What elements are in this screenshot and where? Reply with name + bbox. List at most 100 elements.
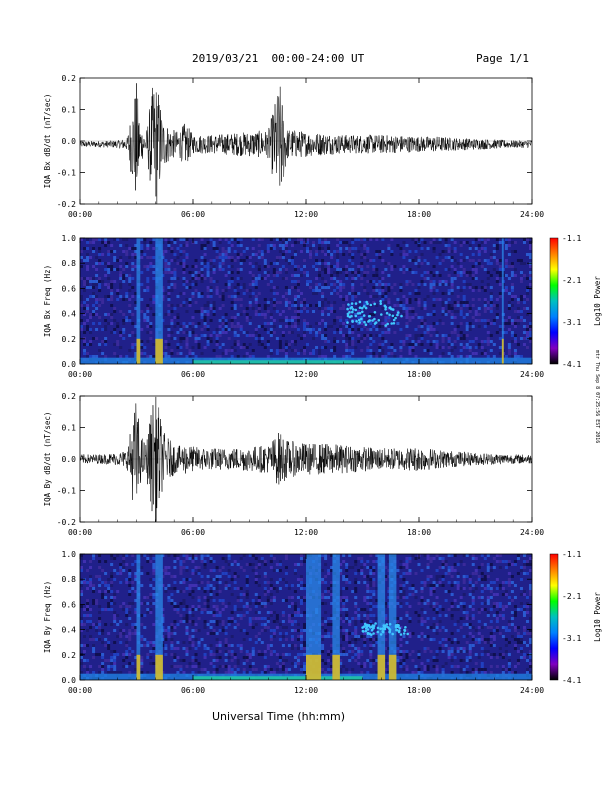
heatmap-cell	[456, 563, 460, 566]
heatmap-cell	[360, 608, 364, 611]
heatmap-cell	[405, 572, 409, 575]
heatmap-cell	[89, 277, 93, 280]
heatmap-cell	[251, 280, 255, 283]
heatmap-cell	[290, 319, 294, 322]
heatmap-cell	[254, 328, 258, 331]
heatmap-cell	[179, 572, 183, 575]
heatmap-cell	[185, 355, 189, 358]
heatmap-cell	[438, 262, 442, 265]
heatmap-cell	[302, 623, 306, 626]
heatmap-cell	[140, 554, 144, 557]
heatmap-cell	[299, 274, 303, 277]
heatmap-cell	[191, 608, 195, 611]
heatmap-cell	[293, 665, 297, 668]
heatmap-cell	[522, 274, 526, 277]
heatmap-cell	[131, 554, 135, 557]
heatmap-cell	[233, 572, 237, 575]
heatmap-cell	[206, 587, 210, 590]
heatmap-cell	[345, 596, 349, 599]
heatmap-cell	[269, 289, 273, 292]
heatmap-cell	[134, 623, 138, 626]
heatmap-cell	[296, 319, 300, 322]
heatmap-cell	[248, 262, 252, 265]
heatmap-cell	[92, 602, 96, 605]
heatmap-cell	[477, 608, 481, 611]
heatmap-cell	[215, 578, 219, 581]
heatmap-cell	[336, 238, 340, 241]
heatmap-cell	[101, 298, 105, 301]
heatmap-cell	[224, 632, 228, 635]
heatmap-cell	[128, 584, 132, 587]
heatmap-cell	[408, 620, 412, 623]
heatmap-cell	[134, 632, 138, 635]
heatmap-cell	[366, 238, 370, 241]
heatmap-cell	[269, 578, 273, 581]
heatmap-cell	[221, 572, 225, 575]
heatmap-cell	[519, 578, 523, 581]
heatmap-cell	[513, 322, 517, 325]
heatmap-cell	[420, 569, 424, 572]
heatmap-cell	[293, 268, 297, 271]
heatmap-cell	[182, 325, 186, 328]
heatmap-cell	[480, 626, 484, 629]
heatmap-feature-dot	[385, 311, 389, 315]
heatmap-cell	[405, 650, 409, 653]
heatmap-cell	[167, 566, 171, 569]
heatmap-cell	[110, 554, 114, 557]
heatmap-cell	[194, 638, 198, 641]
y-tick-label: 0.2	[62, 392, 77, 401]
heatmap-cell	[209, 289, 213, 292]
heatmap-cell	[140, 238, 144, 241]
heatmap-cell	[95, 307, 99, 310]
heatmap-cell	[143, 638, 147, 641]
heatmap-cell	[110, 596, 114, 599]
heatmap-cell	[486, 653, 490, 656]
heatmap-cell	[122, 557, 126, 560]
heatmap-cell	[477, 313, 481, 316]
heatmap-cell	[197, 274, 201, 277]
heatmap-cell	[98, 250, 102, 253]
page-title: 2019/03/21 00:00-24:00 UT	[192, 52, 365, 65]
heatmap-cell	[197, 346, 201, 349]
heatmap-cell	[345, 611, 349, 614]
heatmap-cell	[278, 313, 282, 316]
heatmap-cell	[318, 274, 322, 277]
heatmap-feature-dot	[371, 319, 374, 322]
heatmap-cell	[299, 644, 303, 647]
heatmap-cell	[366, 259, 370, 262]
heatmap-cell	[227, 349, 231, 352]
heatmap-cell	[272, 557, 276, 560]
heatmap-cell	[182, 283, 186, 286]
heatmap-cell	[278, 301, 282, 304]
heatmap-cell	[221, 328, 225, 331]
heatmap-cell	[296, 662, 300, 665]
heatmap-cell	[212, 671, 216, 674]
heatmap-cell	[336, 340, 340, 343]
heatmap-cell	[269, 584, 273, 587]
heatmap-cell	[363, 247, 367, 250]
heatmap-cell	[525, 671, 529, 674]
heatmap-cell	[420, 319, 424, 322]
heatmap-cell	[504, 629, 508, 632]
heatmap-cell	[167, 265, 171, 268]
heatmap-cell	[447, 554, 451, 557]
heatmap-cell	[83, 635, 87, 638]
heatmap-cell	[408, 572, 412, 575]
heatmap-cell	[357, 310, 361, 313]
heatmap-cell	[306, 328, 310, 331]
heatmap-cell	[101, 662, 105, 665]
heatmap-cell	[272, 611, 276, 614]
heatmap-cell	[429, 650, 433, 653]
heatmap-cell	[251, 668, 255, 671]
heatmap-cell	[405, 581, 409, 584]
heatmap-cell	[149, 584, 153, 587]
heatmap-cell	[375, 268, 379, 271]
heatmap-cell	[140, 638, 144, 641]
heatmap-cell	[402, 563, 406, 566]
heatmap-cell	[492, 605, 496, 608]
heatmap-cell	[278, 656, 282, 659]
heatmap-cell	[402, 668, 406, 671]
heatmap-cell	[351, 289, 355, 292]
heatmap-cell	[239, 566, 243, 569]
heatmap-cell	[140, 271, 144, 274]
